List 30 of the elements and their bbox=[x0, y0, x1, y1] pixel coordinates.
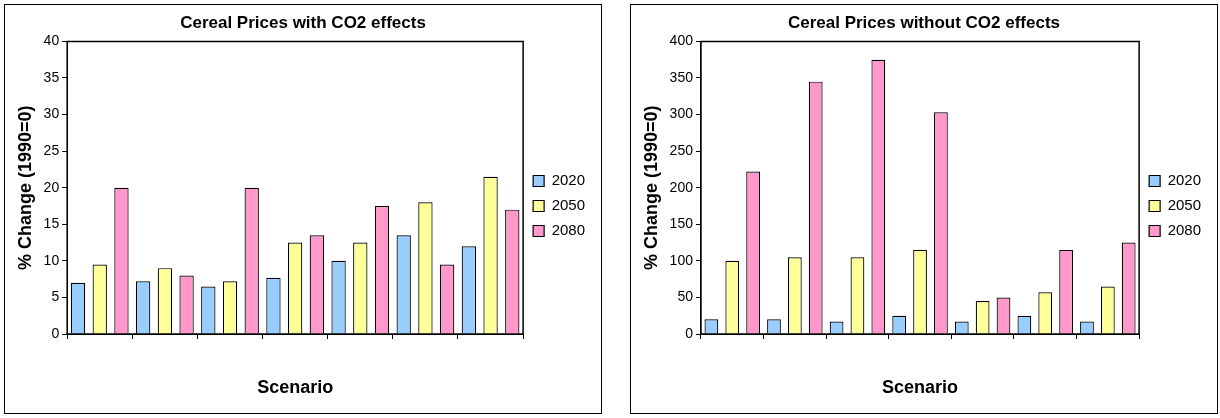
y-tick-label: 300 bbox=[669, 105, 694, 122]
legend-label: 2020 bbox=[1167, 171, 1202, 189]
y-axis-title: % Change (1990=0) bbox=[14, 105, 35, 270]
x-axis-title: Scenario bbox=[882, 377, 959, 398]
legend-label: 2050 bbox=[1167, 196, 1202, 214]
y-tick-label: 25 bbox=[43, 141, 60, 158]
y-tick-label: 5 bbox=[51, 288, 60, 305]
chart-title: Cereal Prices without CO2 effects bbox=[787, 12, 1061, 32]
y-axis-title: % Change (1990=0) bbox=[640, 105, 661, 270]
y-tick-label: 10 bbox=[43, 251, 60, 268]
y-tick-label: 200 bbox=[669, 178, 694, 195]
y-tick-label: 30 bbox=[43, 105, 60, 122]
y-tick-label: 15 bbox=[43, 215, 60, 232]
y-tick-label: 250 bbox=[669, 141, 694, 158]
y-tick-label: 400 bbox=[669, 32, 694, 49]
legend-label: 2080 bbox=[1167, 221, 1202, 239]
chart-title: Cereal Prices with CO2 effects bbox=[180, 12, 426, 32]
y-tick-label: 0 bbox=[685, 324, 694, 341]
y-tick-label: 100 bbox=[669, 251, 694, 268]
y-tick-label: 50 bbox=[677, 288, 694, 305]
legend-label: 2080 bbox=[551, 221, 586, 239]
legend-label: 2020 bbox=[551, 171, 586, 189]
y-tick-label: 40 bbox=[43, 32, 60, 49]
y-tick-label: 20 bbox=[43, 178, 60, 195]
x-axis-title: Scenario bbox=[257, 377, 334, 398]
y-tick-label: 0 bbox=[51, 324, 60, 341]
legend-label: 2050 bbox=[551, 196, 586, 214]
y-tick-label: 35 bbox=[43, 68, 60, 85]
y-tick-label: 150 bbox=[669, 215, 694, 232]
y-tick-label: 350 bbox=[669, 68, 694, 85]
